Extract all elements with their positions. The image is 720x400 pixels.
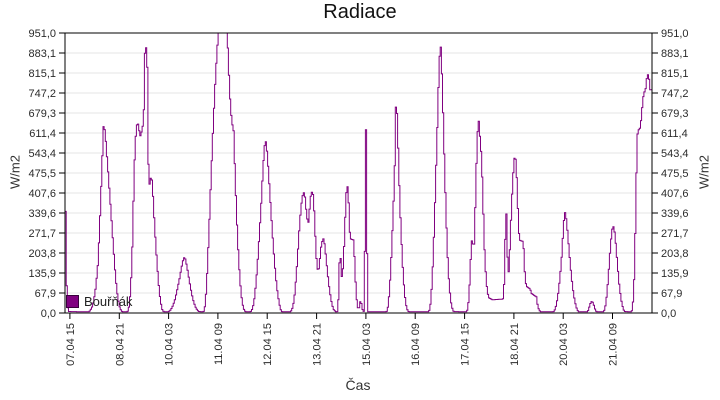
svg-text:747,2: 747,2 — [28, 88, 56, 100]
svg-text:679,3: 679,3 — [28, 108, 56, 120]
svg-text:883,1: 883,1 — [28, 48, 56, 60]
svg-text:0,0: 0,0 — [661, 308, 676, 320]
legend-series-label: Bouřňák — [84, 294, 133, 309]
svg-text:67,9: 67,9 — [661, 288, 682, 300]
y-axis-label-right: W/m2 — [696, 155, 712, 189]
svg-text:611,4: 611,4 — [661, 128, 688, 140]
svg-text:747,2: 747,2 — [661, 88, 689, 100]
svg-text:679,3: 679,3 — [661, 108, 689, 120]
chart-title: Radiace — [323, 1, 397, 23]
svg-text:13.04 21: 13.04 21 — [312, 323, 324, 366]
svg-text:815,1: 815,1 — [661, 68, 689, 80]
legend: Bouřňák — [66, 294, 132, 309]
svg-text:20.04 03: 20.04 03 — [558, 323, 570, 366]
svg-text:11.04 09: 11.04 09 — [213, 323, 225, 365]
y-axis-label-left: W/m2 — [7, 155, 23, 189]
svg-text:951,0: 951,0 — [28, 28, 56, 40]
svg-text:10.04 03: 10.04 03 — [164, 323, 176, 366]
svg-text:475,5: 475,5 — [661, 168, 689, 180]
svg-text:135,9: 135,9 — [661, 268, 689, 280]
svg-text:815,1: 815,1 — [28, 68, 56, 80]
svg-text:883,1: 883,1 — [661, 48, 689, 60]
svg-text:203,8: 203,8 — [661, 248, 689, 260]
svg-text:543,4: 543,4 — [28, 148, 56, 160]
svg-text:339,6: 339,6 — [28, 208, 56, 220]
svg-text:339,6: 339,6 — [661, 208, 689, 220]
svg-text:21.04 09: 21.04 09 — [608, 323, 620, 366]
svg-text:07.04 15: 07.04 15 — [65, 323, 77, 366]
svg-text:271,7: 271,7 — [661, 228, 689, 240]
svg-text:135,9: 135,9 — [28, 268, 56, 280]
svg-text:611,4: 611,4 — [29, 128, 56, 140]
svg-text:0,0: 0,0 — [41, 308, 56, 320]
svg-text:15.04 03: 15.04 03 — [361, 323, 373, 366]
svg-text:951,0: 951,0 — [661, 28, 689, 40]
svg-text:407,6: 407,6 — [661, 188, 689, 200]
x-axis-label: Čas — [345, 377, 371, 393]
svg-text:67,9: 67,9 — [35, 288, 56, 300]
svg-text:475,5: 475,5 — [28, 168, 56, 180]
svg-text:203,8: 203,8 — [28, 248, 56, 260]
svg-text:08.04 21: 08.04 21 — [114, 323, 126, 366]
svg-text:271,7: 271,7 — [28, 228, 56, 240]
svg-text:17.04 15: 17.04 15 — [460, 323, 472, 366]
svg-text:12.04 15: 12.04 15 — [262, 323, 274, 366]
svg-text:407,6: 407,6 — [28, 188, 56, 200]
svg-text:16.04 09: 16.04 09 — [410, 323, 422, 366]
svg-text:18.04 21: 18.04 21 — [509, 323, 521, 366]
svg-text:543,4: 543,4 — [661, 148, 689, 160]
legend-swatch — [66, 295, 79, 308]
